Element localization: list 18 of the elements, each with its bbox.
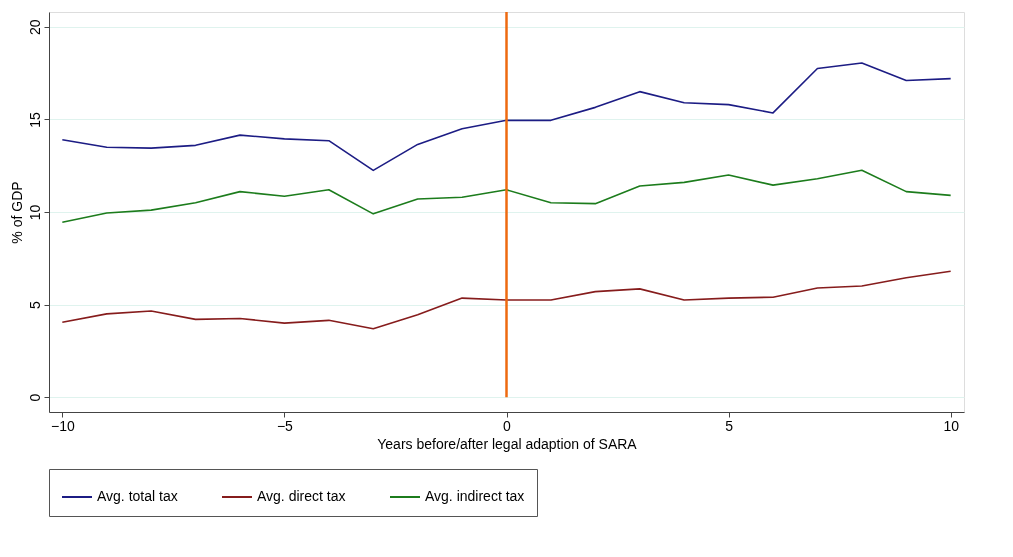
y-tick-label: 5 — [26, 300, 43, 309]
y-tick-label: 0 — [26, 393, 43, 402]
x-tick-label: −10 — [50, 417, 75, 434]
y-tick-label: 15 — [26, 111, 43, 128]
line-series — [61, 62, 952, 172]
y-tick-label: 20 — [26, 19, 43, 36]
legend-label: Avg. direct tax — [257, 488, 346, 504]
y-axis-title: % of GDP — [8, 181, 25, 244]
line-series — [61, 270, 952, 330]
legend-label: Avg. total tax — [97, 488, 178, 504]
x-tick-label: 0 — [503, 417, 512, 434]
x-tick-label: −5 — [276, 417, 294, 434]
x-axis-title: Years before/after legal adaption of SARA — [377, 435, 638, 452]
line-series — [61, 169, 952, 223]
legend-label: Avg. indirect tax — [425, 488, 525, 504]
x-tick-label: 10 — [943, 417, 960, 434]
y-tick-label: 10 — [26, 204, 43, 221]
x-tick-label: 5 — [725, 417, 734, 434]
